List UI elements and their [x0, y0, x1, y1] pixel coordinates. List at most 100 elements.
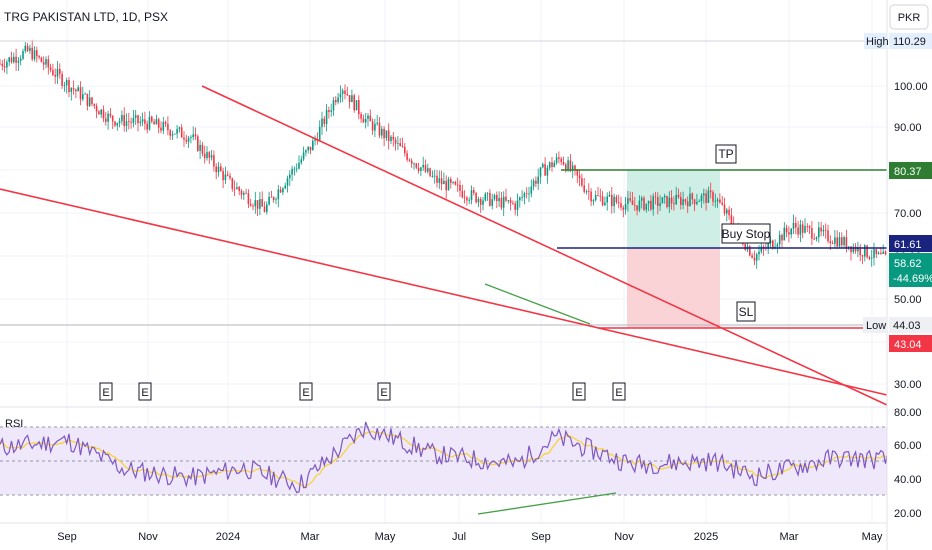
price-candle — [601, 191, 604, 207]
svg-text:E: E — [141, 387, 148, 399]
earnings-marker[interactable]: E — [138, 382, 152, 401]
price-candle — [381, 125, 383, 139]
price-candle — [65, 77, 68, 94]
price-candle — [438, 170, 441, 189]
price-candle — [553, 160, 556, 168]
price-candle — [555, 153, 558, 165]
price-candle — [305, 149, 307, 157]
price-candle — [861, 254, 864, 265]
price-candle — [622, 205, 625, 218]
price-candle — [378, 116, 381, 139]
price-candle — [663, 193, 666, 204]
price-candle — [818, 221, 820, 243]
price-candle — [677, 188, 680, 199]
price-candle — [254, 191, 257, 214]
price-candle — [666, 195, 668, 209]
price-candle — [811, 221, 813, 245]
earnings-marker[interactable]: E — [572, 382, 586, 401]
price-candle — [686, 196, 689, 214]
price-candle — [360, 111, 362, 123]
price-candle — [279, 186, 282, 194]
price-tick-label: 30.00 — [894, 379, 922, 391]
price-candle — [137, 114, 139, 132]
price-candle — [328, 106, 330, 119]
price-candle — [721, 195, 723, 206]
stop-zone — [627, 248, 720, 328]
price-candle — [576, 168, 579, 184]
time-label: May — [862, 531, 883, 543]
price-candle — [148, 111, 151, 131]
price-candle — [247, 189, 250, 209]
earnings-marker[interactable]: E — [612, 382, 626, 401]
price-candle — [26, 43, 29, 53]
price-candle — [203, 145, 206, 164]
price-candle — [682, 191, 684, 210]
tp-annotation[interactable]: TP — [715, 144, 737, 164]
earnings-marker[interactable]: E — [99, 382, 113, 401]
price-candle — [498, 191, 500, 208]
price-candle — [470, 185, 473, 205]
price-candle — [698, 199, 700, 203]
price-candle — [24, 42, 27, 54]
rsi-tick-label: 20.00 — [894, 508, 922, 520]
price-tick-label: 90.00 — [894, 122, 922, 134]
price-candle — [22, 48, 24, 61]
price-candle — [700, 193, 703, 208]
price-candle — [1, 60, 4, 71]
price-candle — [371, 118, 374, 135]
price-candle — [229, 172, 231, 181]
price-candle — [716, 197, 719, 208]
price-candle — [15, 48, 17, 72]
price-candle — [3, 58, 6, 73]
price-candle — [450, 176, 452, 189]
price-candle — [233, 180, 236, 197]
sl-annotation-text: SL — [739, 305, 754, 319]
currency-button[interactable]: PKR — [889, 4, 929, 30]
price-candle — [293, 166, 296, 176]
price-candle — [427, 163, 429, 174]
tp-value: 80.37 — [894, 166, 922, 178]
earnings-marker[interactable]: E — [377, 382, 391, 401]
earnings-marker[interactable]: E — [299, 382, 313, 401]
price-candle — [707, 186, 710, 204]
price-candle — [160, 121, 162, 134]
price-candle — [631, 191, 634, 206]
tp-annotation-text: TP — [718, 147, 733, 161]
price-candle — [519, 196, 521, 208]
price-candle — [486, 192, 489, 201]
price-candle — [243, 191, 245, 200]
price-candle — [491, 193, 493, 210]
sl-annotation[interactable]: SL — [736, 301, 756, 322]
price-candle — [118, 117, 121, 128]
price-tick-label: 100.00 — [894, 81, 928, 93]
price-candle — [617, 194, 620, 209]
price-candle — [358, 95, 360, 120]
price-candle — [836, 230, 838, 250]
price-candle — [245, 188, 247, 195]
price-candle — [318, 120, 321, 142]
price-candle — [348, 95, 351, 109]
price-tick-label: 50.00 — [894, 294, 922, 306]
price-candle — [275, 197, 277, 205]
last-price-badge: 58.62 -44.69% — [889, 253, 932, 287]
price-candle — [514, 200, 516, 216]
price-candle — [530, 179, 533, 198]
time-label: Nov — [138, 531, 158, 543]
price-candle — [314, 135, 316, 146]
price-candle — [330, 103, 332, 117]
price-candle — [479, 196, 482, 213]
price-candle — [355, 100, 358, 111]
price-candle — [620, 196, 622, 211]
price-candle — [410, 158, 413, 168]
price-candle — [111, 115, 114, 130]
price-candle — [461, 184, 464, 199]
price-candle — [827, 224, 829, 244]
price-candle — [194, 127, 197, 140]
entry-annotation[interactable]: Buy Stop — [721, 223, 771, 244]
price-candle — [496, 191, 498, 208]
price-candle — [298, 155, 300, 170]
price-candle — [429, 167, 431, 178]
price-candle — [634, 197, 636, 212]
